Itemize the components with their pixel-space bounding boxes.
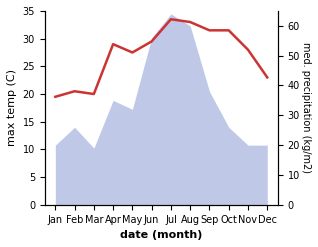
Y-axis label: med. precipitation (kg/m2): med. precipitation (kg/m2) [301,42,311,173]
Y-axis label: max temp (C): max temp (C) [7,69,17,146]
X-axis label: date (month): date (month) [120,230,203,240]
